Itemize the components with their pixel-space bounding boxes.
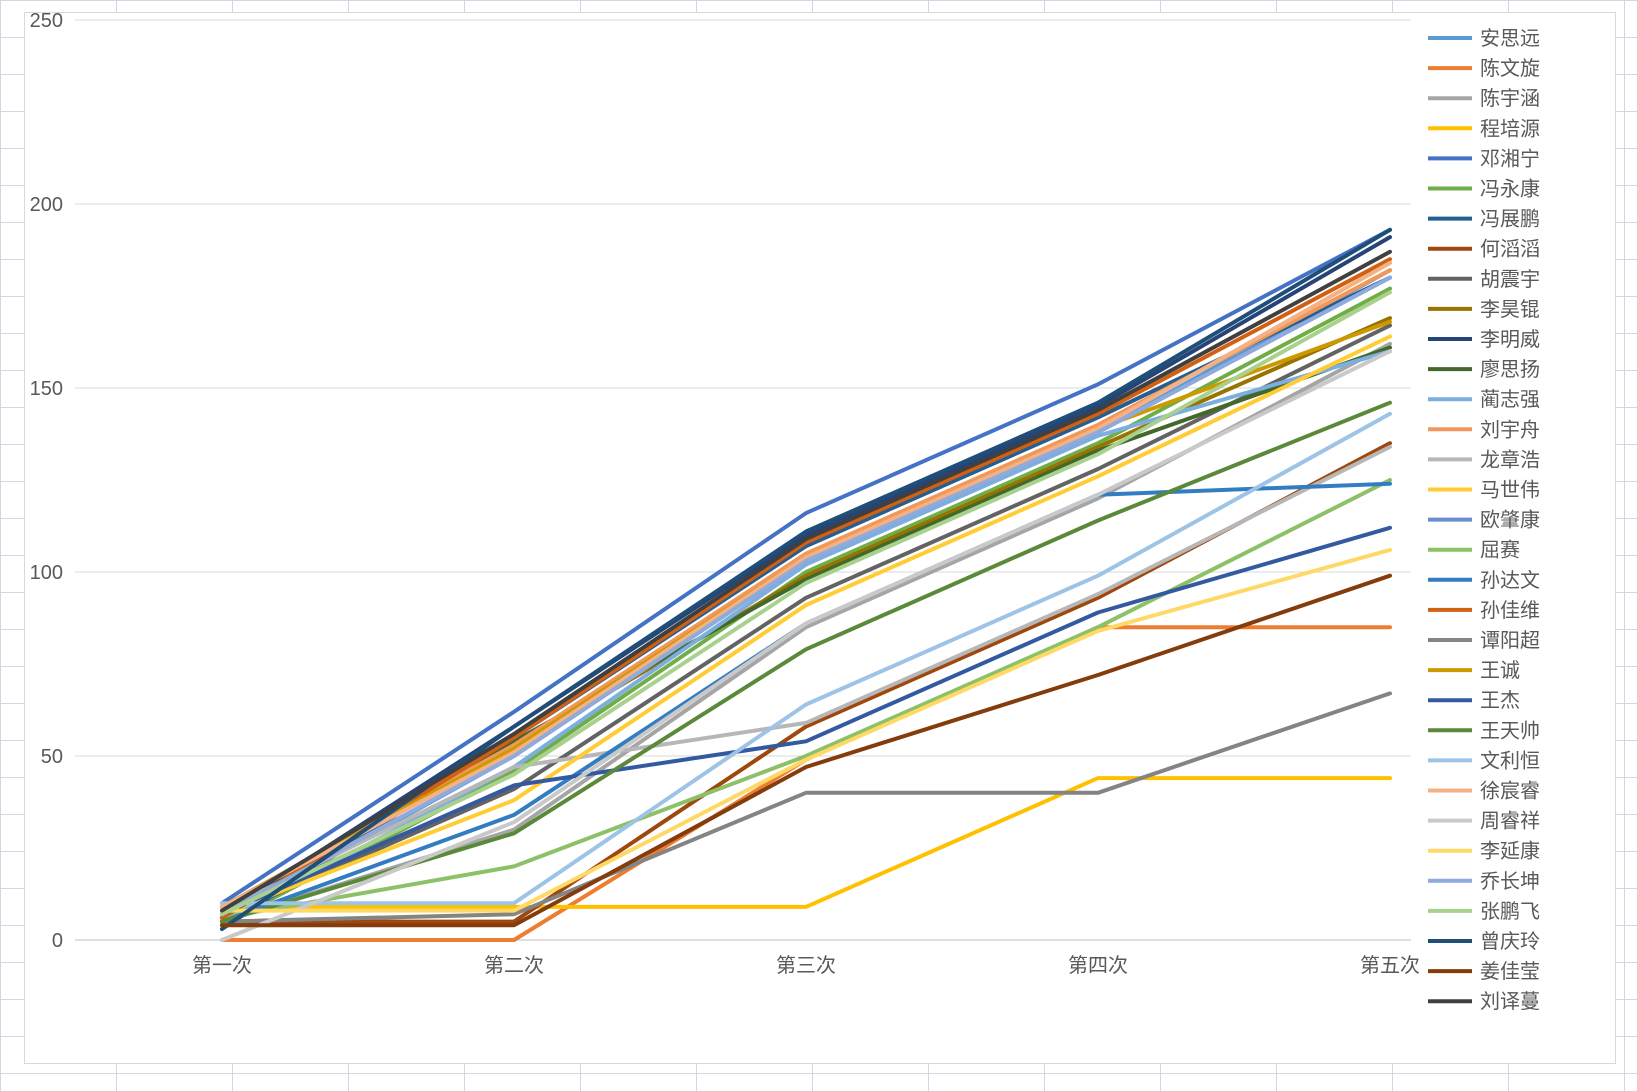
legend-entry-label[interactable]: 刘宇舟 <box>1480 417 1540 441</box>
legend-entry-label[interactable]: 邓湘宁 <box>1480 146 1540 170</box>
legend-entry-label[interactable]: 廖思扬 <box>1480 357 1540 381</box>
legend-entry-label[interactable]: 陈文旋 <box>1480 56 1540 80</box>
legend-entry-label[interactable]: 乔长坤 <box>1480 869 1540 893</box>
legend-entry-label[interactable]: 屈赛 <box>1480 538 1520 562</box>
legend-entry-label[interactable]: 姜佳莹 <box>1480 959 1540 983</box>
legend-entry-label[interactable]: 孙佳维 <box>1480 598 1540 622</box>
legend-entry-label[interactable]: 张鹏飞 <box>1480 899 1540 923</box>
series-lines <box>220 227 1392 942</box>
y-tick-label: 50 <box>41 746 63 768</box>
x-tick-label: 第二次 <box>484 954 544 977</box>
legend-entry-label[interactable]: 李昊锟 <box>1480 297 1540 321</box>
x-tick-label: 第四次 <box>1068 954 1128 977</box>
legend-entry-label[interactable]: 李延康 <box>1480 839 1540 863</box>
legend-entry-label[interactable]: 冯展鹏 <box>1480 207 1540 231</box>
y-tick-label: 200 <box>30 194 63 216</box>
x-tick-label: 第三次 <box>776 954 836 977</box>
series-line[interactable] <box>220 525 1392 917</box>
chart-area[interactable]: 0 50 100 150 200 250 第一次 第二次 第三次 第四次 第五次 安思远陈文旋陈宇涵… <box>24 12 1616 1064</box>
legend: 安思远陈文旋陈宇涵程培源邓湘宁冯永康冯展鹏何滔滔胡震宇李昊锟李明威廖思扬蔺志强刘… <box>1428 26 1540 1013</box>
series-line[interactable] <box>220 257 1392 920</box>
legend-entry-label[interactable]: 文利恒 <box>1480 748 1540 772</box>
series-line[interactable] <box>220 547 1392 913</box>
y-tick-label: 250 <box>30 13 63 32</box>
series-line[interactable] <box>220 349 1392 924</box>
legend-entry-label[interactable]: 蔺志强 <box>1480 387 1540 411</box>
series-line[interactable] <box>220 323 1392 920</box>
x-tick-label: 第一次 <box>192 954 252 977</box>
legend-entry-label[interactable]: 冯永康 <box>1480 177 1540 201</box>
legend-entry-label[interactable]: 曾庆玲 <box>1480 929 1540 953</box>
series-line[interactable] <box>220 290 1392 917</box>
legend-entry-label[interactable]: 刘译蔓 <box>1480 989 1540 1013</box>
series-line[interactable] <box>220 334 1392 917</box>
axes: 0 50 100 150 200 250 第一次 第二次 第三次 第四次 第五次 <box>30 13 1420 977</box>
legend-entry-label[interactable]: 孙达文 <box>1480 568 1540 592</box>
series-line[interactable] <box>220 776 1392 909</box>
y-tick-label: 150 <box>30 378 63 400</box>
series-line[interactable] <box>220 275 1392 917</box>
line-chart: 0 50 100 150 200 250 第一次 第二次 第三次 第四次 第五次 安思远陈文旋陈宇涵… <box>30 13 1540 1013</box>
legend-entry-label[interactable]: 安思远 <box>1480 26 1540 50</box>
legend-entry-label[interactable]: 谭阳超 <box>1480 628 1540 652</box>
legend-entry-label[interactable]: 王诚 <box>1480 658 1520 682</box>
series-line[interactable] <box>220 625 1392 942</box>
series-line[interactable] <box>220 249 1392 913</box>
legend-entry-label[interactable]: 程培源 <box>1480 116 1540 140</box>
legend-entry-label[interactable]: 龙章浩 <box>1480 447 1540 471</box>
series-line[interactable] <box>220 260 1392 909</box>
legend-entry-label[interactable]: 马世伟 <box>1480 478 1540 502</box>
series-line[interactable] <box>220 411 1392 906</box>
legend-entry-label[interactable]: 何滔滔 <box>1480 237 1540 261</box>
legend-entry-label[interactable]: 胡震宇 <box>1480 267 1540 291</box>
legend-entry-label[interactable]: 李明威 <box>1480 327 1540 351</box>
y-tick-label: 0 <box>52 930 63 952</box>
series-line[interactable] <box>220 227 1392 906</box>
legend-entry-label[interactable]: 陈宇涵 <box>1480 86 1540 110</box>
legend-entry-label[interactable]: 王杰 <box>1480 688 1520 712</box>
series-line[interactable] <box>220 478 1392 920</box>
legend-entry-label[interactable]: 徐宸睿 <box>1480 779 1540 803</box>
series-line[interactable] <box>220 573 1392 928</box>
series-line[interactable] <box>220 235 1392 917</box>
series-line[interactable] <box>220 349 1392 942</box>
series-line[interactable] <box>220 444 1392 913</box>
legend-entry-label[interactable]: 周睿祥 <box>1480 809 1540 833</box>
legend-entry-label[interactable]: 王天帅 <box>1480 718 1540 742</box>
x-tick-label: 第五次 <box>1360 954 1420 977</box>
legend-entry-label[interactable]: 欧肇康 <box>1480 508 1540 532</box>
series-line[interactable] <box>220 691 1392 924</box>
y-tick-label: 100 <box>30 562 63 584</box>
